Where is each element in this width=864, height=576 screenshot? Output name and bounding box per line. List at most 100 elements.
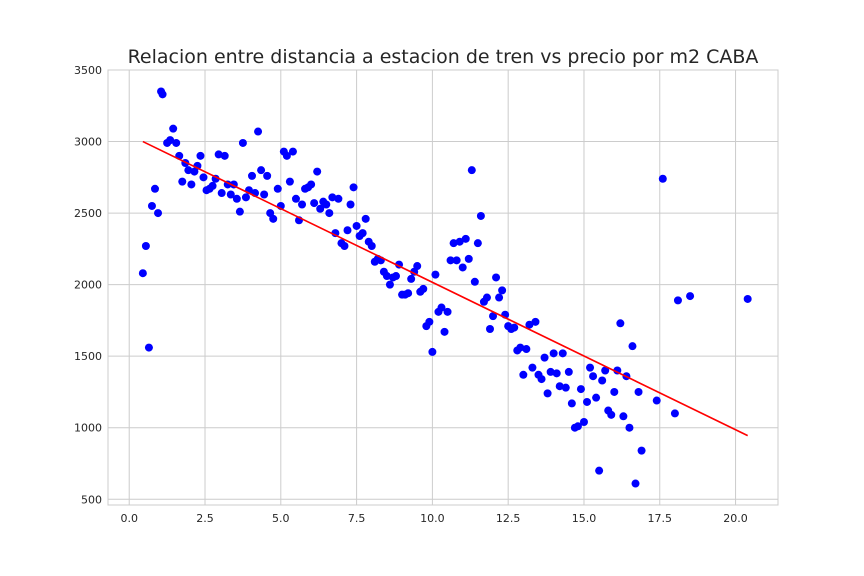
data-point: [485, 324, 494, 333]
data-point: [285, 177, 294, 186]
x-tick-label: 12.5: [496, 512, 521, 525]
x-tick-label: 5.0: [272, 512, 290, 525]
x-tick-label: 17.5: [648, 512, 673, 525]
data-point: [425, 317, 434, 326]
data-point: [546, 367, 555, 376]
data-point: [254, 127, 263, 136]
data-point: [540, 353, 549, 362]
data-point: [510, 323, 519, 332]
data-point: [196, 151, 205, 160]
data-point: [601, 366, 610, 375]
data-point: [598, 376, 607, 385]
data-point: [446, 256, 455, 265]
y-tick-label: 1500: [74, 350, 102, 363]
data-point: [340, 242, 349, 251]
data-point: [141, 242, 150, 251]
data-point: [482, 293, 491, 302]
data-point: [298, 200, 307, 209]
data-point: [579, 418, 588, 427]
x-tick-label: 7.5: [348, 512, 366, 525]
x-axis-tick-labels: 0.0 2.5 5.0 7.5 10.0 12.5 15.0 17.5 20.0: [120, 512, 747, 525]
data-point: [349, 183, 358, 192]
data-point: [331, 229, 340, 238]
data-point: [307, 180, 316, 189]
data-point: [440, 327, 449, 336]
y-tick-label: 2500: [74, 207, 102, 220]
x-tick-label: 0.0: [120, 512, 138, 525]
data-point: [178, 177, 187, 186]
chart-title: Relacion entre distancia a estacion de t…: [128, 46, 759, 68]
data-point: [419, 284, 428, 293]
data-point: [214, 150, 223, 159]
data-point: [241, 193, 250, 202]
data-point: [519, 370, 528, 379]
data-point: [595, 466, 604, 475]
trend-line-group: [142, 140, 749, 437]
data-point: [382, 272, 391, 281]
data-point: [461, 234, 470, 243]
data-point: [358, 229, 367, 238]
data-point: [328, 193, 337, 202]
data-point: [589, 372, 598, 381]
data-point: [455, 237, 464, 246]
data-point: [316, 204, 325, 213]
data-point: [634, 387, 643, 396]
data-point: [576, 385, 585, 394]
data-point: [166, 136, 175, 145]
data-point: [467, 166, 476, 175]
data-point: [495, 293, 504, 302]
data-point: [537, 375, 546, 384]
data-point: [220, 151, 229, 160]
data-point: [592, 393, 601, 402]
data-point: [470, 277, 479, 286]
data-point: [238, 138, 247, 147]
data-point: [346, 200, 355, 209]
y-tick-label: 2000: [74, 279, 102, 292]
x-tick-label: 15.0: [572, 512, 597, 525]
data-point: [282, 151, 291, 160]
data-point: [310, 199, 319, 208]
data-point: [652, 396, 661, 405]
data-point: [269, 214, 278, 223]
y-tick-label: 500: [81, 493, 102, 506]
data-point: [625, 423, 634, 432]
data-point: [567, 399, 576, 408]
data-point: [361, 214, 370, 223]
data-point: [476, 211, 485, 220]
data-point: [549, 349, 558, 358]
data-point: [217, 189, 226, 198]
data-point: [516, 343, 525, 352]
data-point: [552, 369, 561, 378]
data-point: [464, 254, 473, 263]
x-tick-label: 2.5: [196, 512, 214, 525]
data-point: [407, 274, 416, 283]
y-axis-tick-labels: 500 1000 1500 2000 2500 3000 3500: [74, 64, 102, 506]
data-point: [555, 382, 564, 391]
data-point: [367, 242, 376, 251]
data-point: [531, 317, 540, 326]
data-point: [187, 180, 196, 189]
data-point: [631, 479, 640, 488]
data-point: [610, 387, 619, 396]
data-point: [158, 90, 167, 99]
data-point: [260, 190, 269, 199]
data-point: [583, 397, 592, 406]
data-point: [458, 263, 467, 272]
data-point: [232, 194, 241, 203]
data-point: [199, 173, 208, 182]
data-point: [558, 349, 567, 358]
data-point: [313, 167, 322, 176]
trend-line: [142, 140, 749, 437]
data-point: [686, 292, 695, 301]
data-point: [492, 273, 501, 282]
data-point: [343, 226, 352, 235]
data-point: [443, 307, 452, 316]
data-point: [607, 410, 616, 419]
y-tick-label: 3000: [74, 136, 102, 149]
data-point: [291, 194, 300, 203]
data-point: [428, 347, 437, 356]
data-point: [586, 363, 595, 372]
plot-area-frame: [107, 69, 779, 506]
data-point: [525, 320, 534, 329]
data-point: [263, 171, 272, 180]
